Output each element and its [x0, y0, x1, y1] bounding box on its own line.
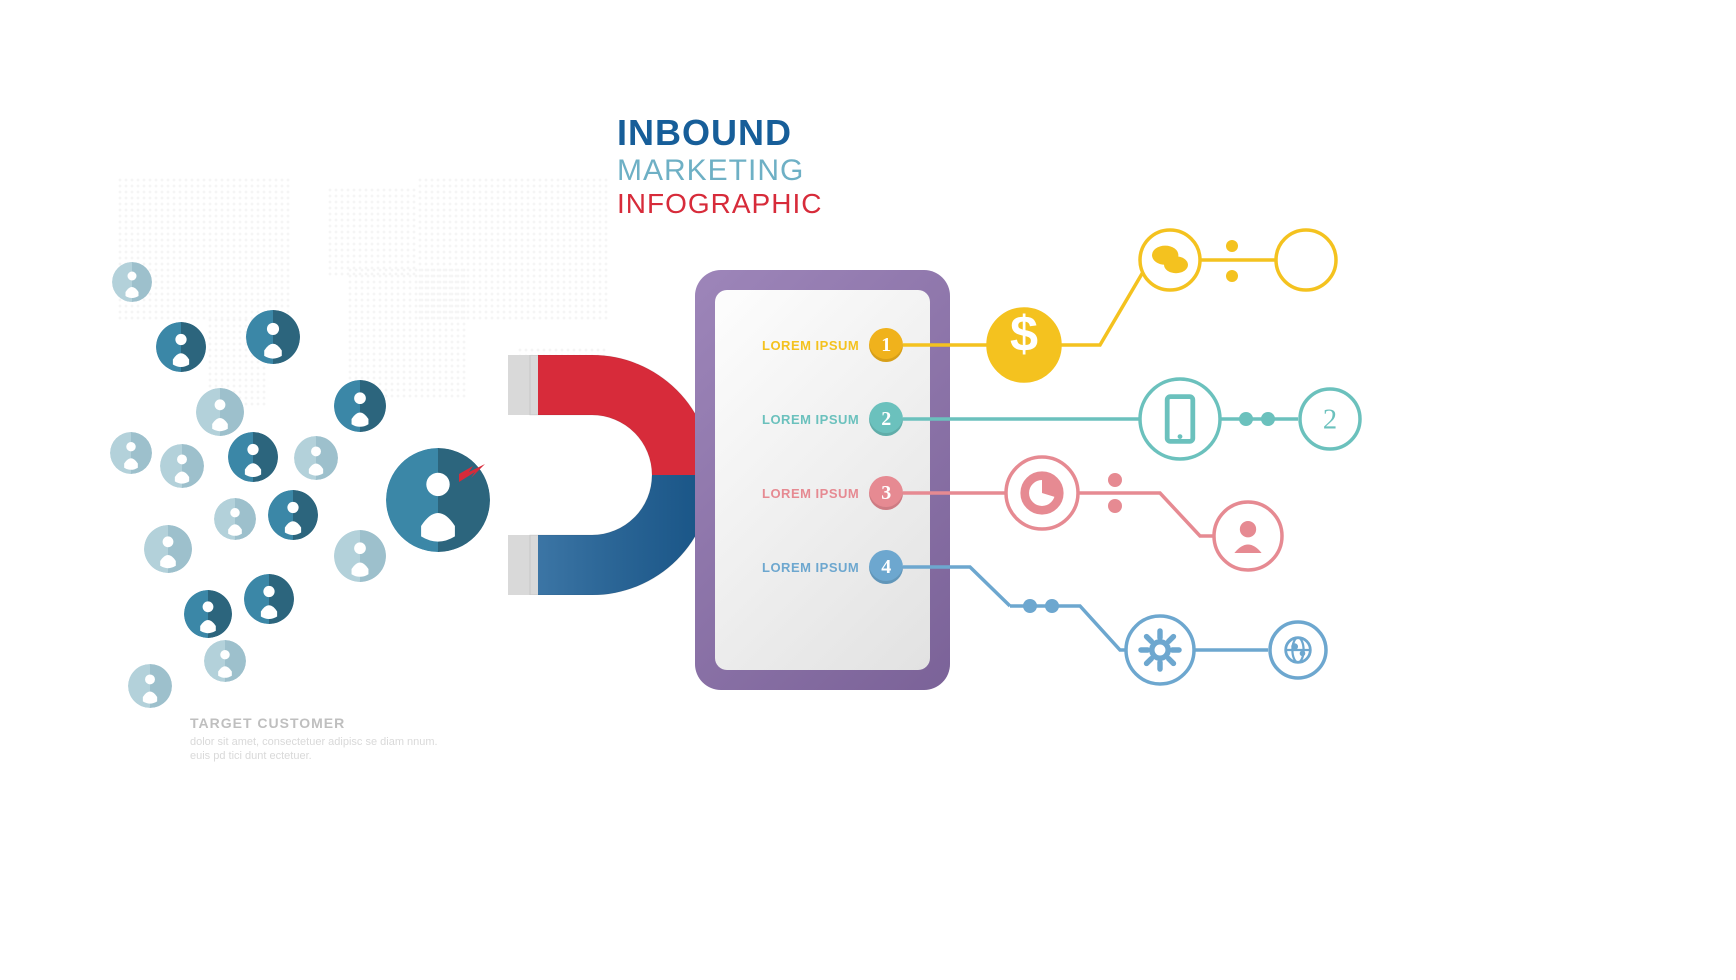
- branch-1-icon-node-icon: $: [1010, 305, 1038, 362]
- branch-2-dot-2: [1261, 412, 1275, 426]
- svg-text:$: $: [1010, 305, 1038, 362]
- branch-4-dot-2: [1045, 599, 1059, 613]
- branch-2-icon-node: [1140, 379, 1220, 459]
- branch-2-dot-1: [1239, 412, 1253, 426]
- branch-4-icon-node: [1126, 616, 1194, 684]
- branch-1-dot-1: [1226, 240, 1238, 252]
- infographic-canvas: INBOUND MARKETING INFOGRAPHIC TARGET CUS…: [0, 0, 1736, 980]
- branch-4-dot-1: [1023, 599, 1037, 613]
- branch-3-dot-2: [1108, 499, 1122, 513]
- branch-1-dot-2: [1226, 270, 1238, 282]
- branch-1-end-node: [1276, 230, 1336, 290]
- branch-3-seg3: [1078, 493, 1214, 536]
- branch-2-end-node-label: 2: [1323, 405, 1337, 436]
- branch-3-dot-1: [1108, 473, 1122, 487]
- branch-1-seg2: [1060, 272, 1143, 345]
- branch-4-seg3: [1010, 606, 1126, 650]
- branch-4-seg1: [903, 567, 1010, 606]
- branches: $2: [0, 0, 1736, 980]
